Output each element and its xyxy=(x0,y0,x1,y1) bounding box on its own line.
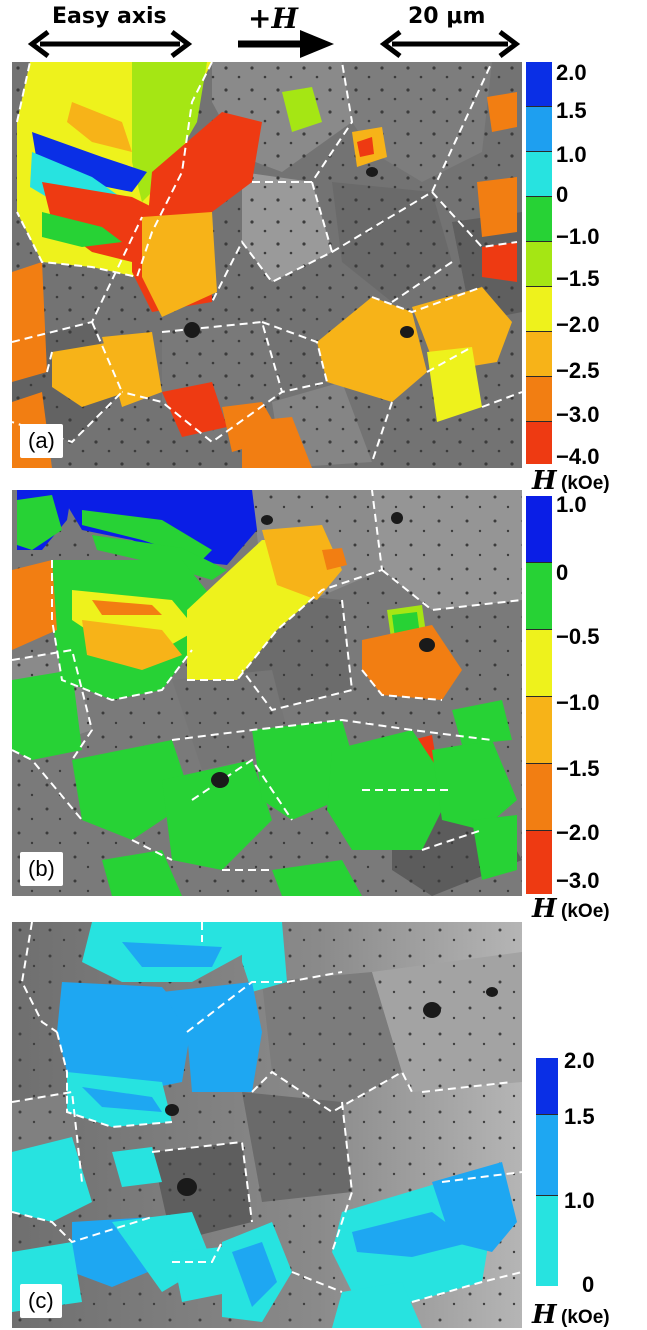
colorbar-a-tick: −1.0 xyxy=(556,224,600,249)
header-arrows xyxy=(27,30,521,58)
colorbar-a-unit: H (kOe) xyxy=(532,468,610,494)
field-symbol: H xyxy=(532,894,557,924)
colorbar-b-tick: −0.5 xyxy=(556,624,600,649)
colorbar-a-tick: −3.0 xyxy=(556,402,600,427)
colorbar-a-tick: 1.5 xyxy=(556,98,587,123)
panel-a-domain-map xyxy=(12,62,522,468)
colorbar-b-tick: −3.0 xyxy=(556,868,600,893)
colorbar-a-tick: 0 xyxy=(556,182,569,207)
colorbar-a-tick: −4.0 xyxy=(556,444,600,469)
field-symbol: H xyxy=(532,466,557,496)
panel-c-colorbar xyxy=(536,1058,558,1286)
panel-c-domain-map xyxy=(12,922,522,1328)
field-unit: (kOe) xyxy=(561,901,610,922)
colorbar-b-tick: −2.0 xyxy=(556,820,600,845)
field-unit: (kOe) xyxy=(561,1307,610,1328)
colorbar-b-unit: H (kOe) xyxy=(532,896,610,922)
panel-c-image: (c) xyxy=(12,922,522,1328)
colorbar-a-tick: −2.0 xyxy=(556,312,600,337)
colorbar-a-tick: 2.0 xyxy=(556,60,587,85)
colorbar-c-tick: 1.0 xyxy=(564,1188,595,1213)
colorbar-b-tick: −1.0 xyxy=(556,690,600,715)
scale-bar-label: 20 μm xyxy=(408,4,486,29)
colorbar-b-tick: −1.5 xyxy=(556,756,600,781)
panel-b-colorbar xyxy=(526,496,552,894)
colorbar-c-tick: 0 xyxy=(582,1272,595,1297)
panel-b-domain-map xyxy=(12,490,522,896)
figure-header: Easy axis +H 20 μm xyxy=(0,0,647,60)
colorbar-b-tick: 0 xyxy=(556,560,569,585)
colorbar-b-tick: 1.0 xyxy=(556,492,587,517)
colorbar-a-tick: −2.5 xyxy=(556,358,600,383)
panel-b-label: (b) xyxy=(20,852,63,886)
easy-axis-label: Easy axis xyxy=(52,4,167,29)
colorbar-c-tick: 2.0 xyxy=(564,1048,595,1073)
panel-b-image: (b) xyxy=(12,490,522,896)
colorbar-c-tick: 1.5 xyxy=(564,1104,595,1129)
panel-a-image: (a) xyxy=(12,62,522,468)
colorbar-c-unit: H (kOe) xyxy=(532,1302,610,1328)
colorbar-a-tick: 1.0 xyxy=(556,142,587,167)
field-direction-label: +H xyxy=(248,2,298,35)
panel-a-colorbar xyxy=(526,62,552,464)
panel-a-label: (a) xyxy=(20,424,63,458)
colorbar-a-tick: −1.5 xyxy=(556,266,600,291)
panel-c-label: (c) xyxy=(20,1284,62,1318)
field-symbol: H xyxy=(532,1300,557,1330)
field-unit: (kOe) xyxy=(561,473,610,494)
